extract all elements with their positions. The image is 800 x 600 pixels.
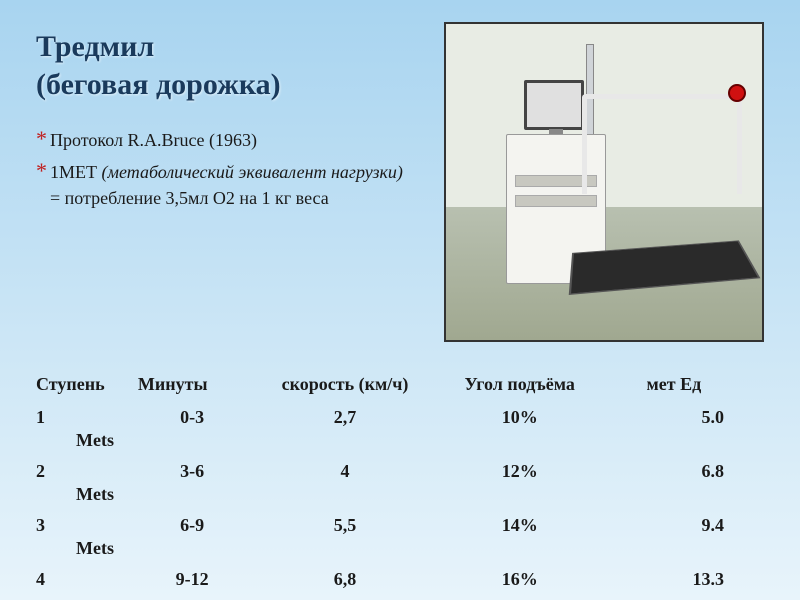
cell-unit: Mets [36,484,764,513]
table-row: 36-95,514%9.4 [36,513,764,538]
table-row: 23-6412%6.8 [36,459,764,484]
cell-step: 1 [36,405,138,430]
cell-unit: Mets [36,430,764,459]
cell-unit: Mets [36,538,764,567]
bullet-2-italic: (метаболический эквивалент нагрузки) [102,162,403,182]
slide: Тредмил (беговая дорожка) Протокол R.A.B… [0,0,800,600]
cell-speed: 6,8 [254,567,443,592]
cell-speed: 2,7 [254,405,443,430]
table-row-unit: Mets [36,538,764,567]
cell-minutes: 9-12 [138,567,254,592]
treadmill-photo [444,22,764,342]
cell-minutes: 0-3 [138,405,254,430]
bullet-1: Протокол R.A.Bruce (1963) [36,127,416,153]
protocol-table: Ступень Минуты скорость (км/ч) Угол подъ… [36,370,764,592]
cell-minutes: 6-9 [138,513,254,538]
bullet-2: 1МЕТ (метаболический эквивалент нагрузки… [36,159,416,211]
cell-step: 3 [36,513,138,538]
table-header-row: Ступень Минуты скорость (км/ч) Угол подъ… [36,370,764,405]
bullet-list: Протокол R.A.Bruce (1963) 1МЕТ (метаболи… [36,127,416,211]
photo-treadmill-rail [582,94,742,194]
title-line1: Тредмил [36,30,154,63]
cell-step: 4 [36,567,138,592]
cell-speed: 4 [254,459,443,484]
protocol-table-wrap: Ступень Минуты скорость (км/ч) Угол подъ… [36,370,764,592]
cell-met: 9.4 [604,513,764,538]
cell-speed: 5,5 [254,513,443,538]
cell-angle: 14% [444,513,604,538]
bullet-2-prefix: 1МЕТ [50,162,102,182]
th-angle: Угол подъёма [444,370,604,405]
table-row: 49-126,816%13.3 [36,567,764,592]
cell-met: 5.0 [604,405,764,430]
slide-title: Тредмил (беговая дорожка) [36,28,396,103]
th-step: Ступень [36,370,138,405]
cell-step: 2 [36,459,138,484]
photo-monitor [524,80,584,130]
table-row-unit: Mets [36,430,764,459]
cell-angle: 10% [444,405,604,430]
title-line2: (беговая дорожка) [36,68,281,101]
th-minutes: Минуты [138,370,254,405]
cell-met: 6.8 [604,459,764,484]
photo-emergency-stop [728,84,746,102]
cell-angle: 12% [444,459,604,484]
table-body: 10-32,710%5.0Mets23-6412%6.8Mets36-95,51… [36,405,764,592]
cell-angle: 16% [444,567,604,592]
th-speed: скорость (км/ч) [254,370,443,405]
bullet-2-suffix: = потребление 3,5мл О2 на 1 кг веса [50,188,329,208]
th-met: мет Ед [604,370,764,405]
bullet-1-text: Протокол R.A.Bruce (1963) [50,130,257,150]
table-row-unit: Mets [36,484,764,513]
cell-met: 13.3 [604,567,764,592]
cell-minutes: 3-6 [138,459,254,484]
table-row: 10-32,710%5.0 [36,405,764,430]
